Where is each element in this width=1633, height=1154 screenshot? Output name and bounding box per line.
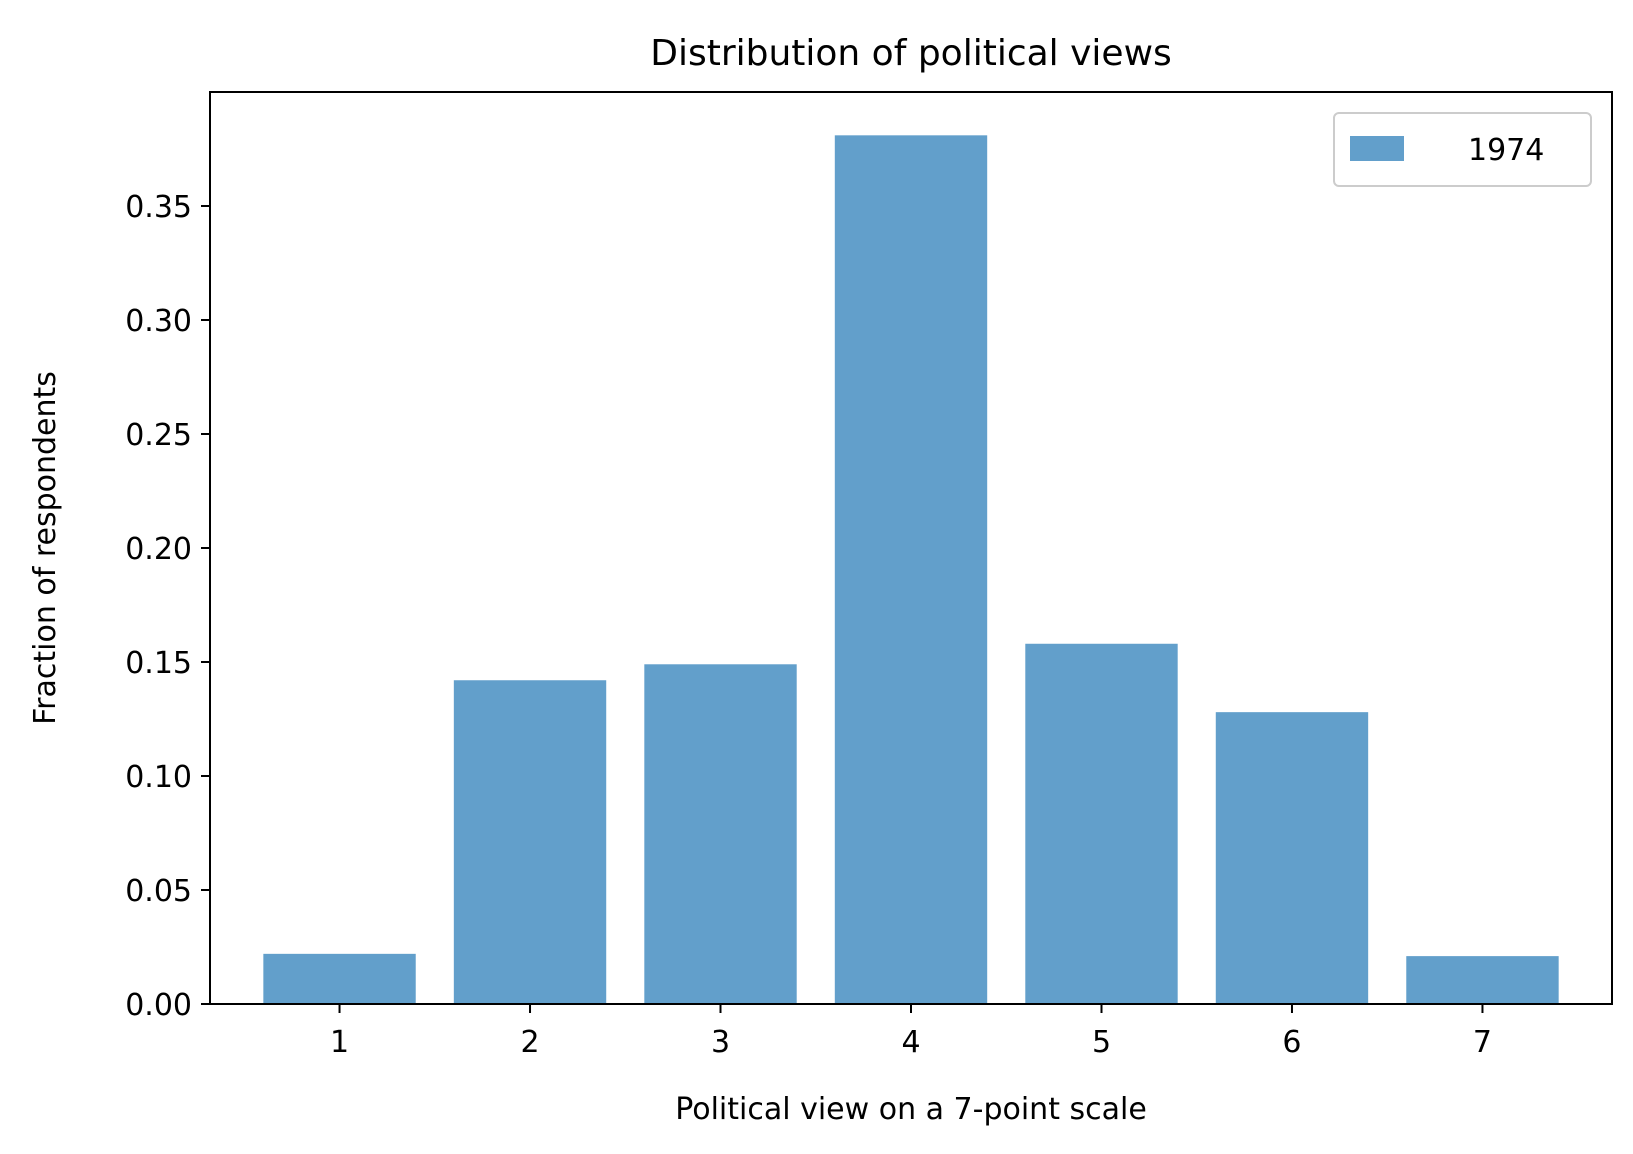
bar-7 xyxy=(1406,956,1559,1004)
bars-group xyxy=(263,135,1559,1004)
y-tick-label: 0.35 xyxy=(125,190,192,225)
x-tick-label: 1 xyxy=(330,1025,349,1060)
chart-title: Distribution of political views xyxy=(650,33,1172,74)
x-tick-label: 5 xyxy=(1092,1025,1111,1060)
bar-5 xyxy=(1025,643,1178,1004)
x-tick-label: 2 xyxy=(520,1025,539,1060)
y-tick-label: 0.25 xyxy=(125,418,192,453)
x-tick-label: 3 xyxy=(711,1025,730,1060)
y-tick-label: 0.00 xyxy=(125,988,192,1023)
y-tick-label: 0.20 xyxy=(125,532,192,567)
y-axis-ticks: 0.00 0.05 0.10 0.15 0.20 0.25 0.30 0.35 xyxy=(125,190,210,1023)
y-tick-label: 0.10 xyxy=(125,760,192,795)
legend-label: 1974 xyxy=(1468,133,1544,168)
y-axis-label: Fraction of respondents xyxy=(28,371,63,725)
y-tick-label: 0.30 xyxy=(125,304,192,339)
bar-3 xyxy=(644,664,797,1004)
plot-frame xyxy=(209,91,1613,1005)
x-axis-label: Political view on a 7-point scale xyxy=(675,1092,1147,1127)
y-tick-label: 0.05 xyxy=(125,874,192,909)
x-axis-ticks: 1 2 3 4 5 6 7 xyxy=(330,1004,1492,1060)
legend-box xyxy=(1333,112,1592,187)
bar-4 xyxy=(834,135,988,1004)
bar-2 xyxy=(453,680,607,1004)
legend-swatch xyxy=(1350,136,1404,161)
bar-6 xyxy=(1215,712,1369,1004)
x-tick-label: 4 xyxy=(901,1025,920,1060)
y-tick-label: 0.15 xyxy=(125,646,192,681)
x-tick-label: 7 xyxy=(1473,1025,1492,1060)
legend: 1974 xyxy=(1333,112,1592,187)
bar-1 xyxy=(263,953,416,1004)
x-tick-label: 6 xyxy=(1282,1025,1301,1060)
